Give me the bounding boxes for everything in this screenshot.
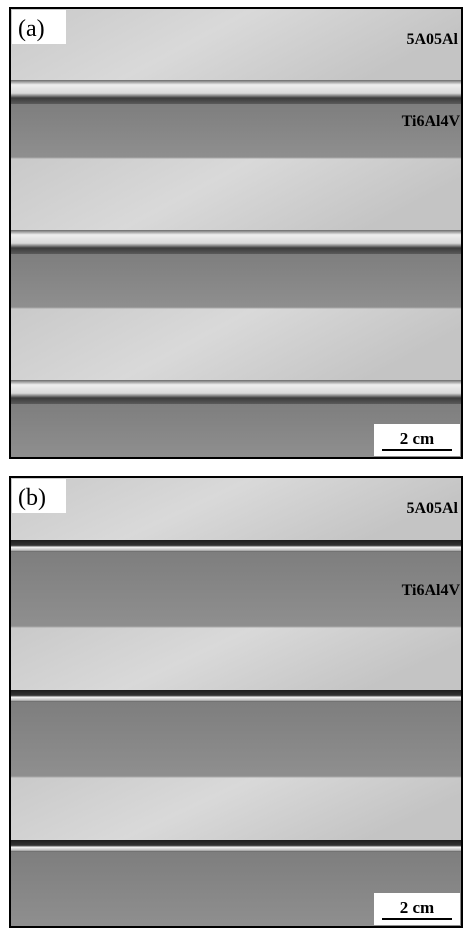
- weld-seam: [10, 230, 462, 254]
- aluminum-plate: [10, 8, 462, 80]
- panel: (b) 5A05Al Ti6Al4V 2 cm: [10, 477, 462, 927]
- titanium-plate: [10, 254, 462, 308]
- material-label: 5A05Al: [406, 500, 458, 517]
- titanium-plate: [10, 552, 462, 627]
- weld-seam: [10, 840, 462, 852]
- scale-label: 2 cm: [400, 429, 434, 448]
- aluminum-plate: [10, 777, 462, 840]
- weld-seam: [10, 380, 462, 404]
- aluminum-plate: [10, 158, 462, 230]
- titanium-plate: [10, 702, 462, 777]
- scale-label: 2 cm: [400, 898, 434, 917]
- titanium-plate: [10, 104, 462, 158]
- aluminum-plate: [10, 627, 462, 690]
- panel-label: (a): [18, 16, 45, 42]
- weld-seam: [10, 690, 462, 702]
- material-label: 5A05Al: [406, 31, 458, 48]
- aluminum-plate: [10, 477, 462, 540]
- material-label: Ti6Al4V: [402, 582, 461, 599]
- material-label: Ti6Al4V: [402, 113, 461, 130]
- aluminum-plate: [10, 308, 462, 380]
- weld-seam: [10, 540, 462, 552]
- weld-seam: [10, 80, 462, 104]
- figure: (a) 5A05Al Ti6Al4V 2 cm (b) 5A05Al Ti6Al4V 2 cm: [0, 0, 466, 935]
- panel: (a) 5A05Al Ti6Al4V 2 cm: [10, 8, 462, 458]
- panel-label: (b): [18, 485, 46, 511]
